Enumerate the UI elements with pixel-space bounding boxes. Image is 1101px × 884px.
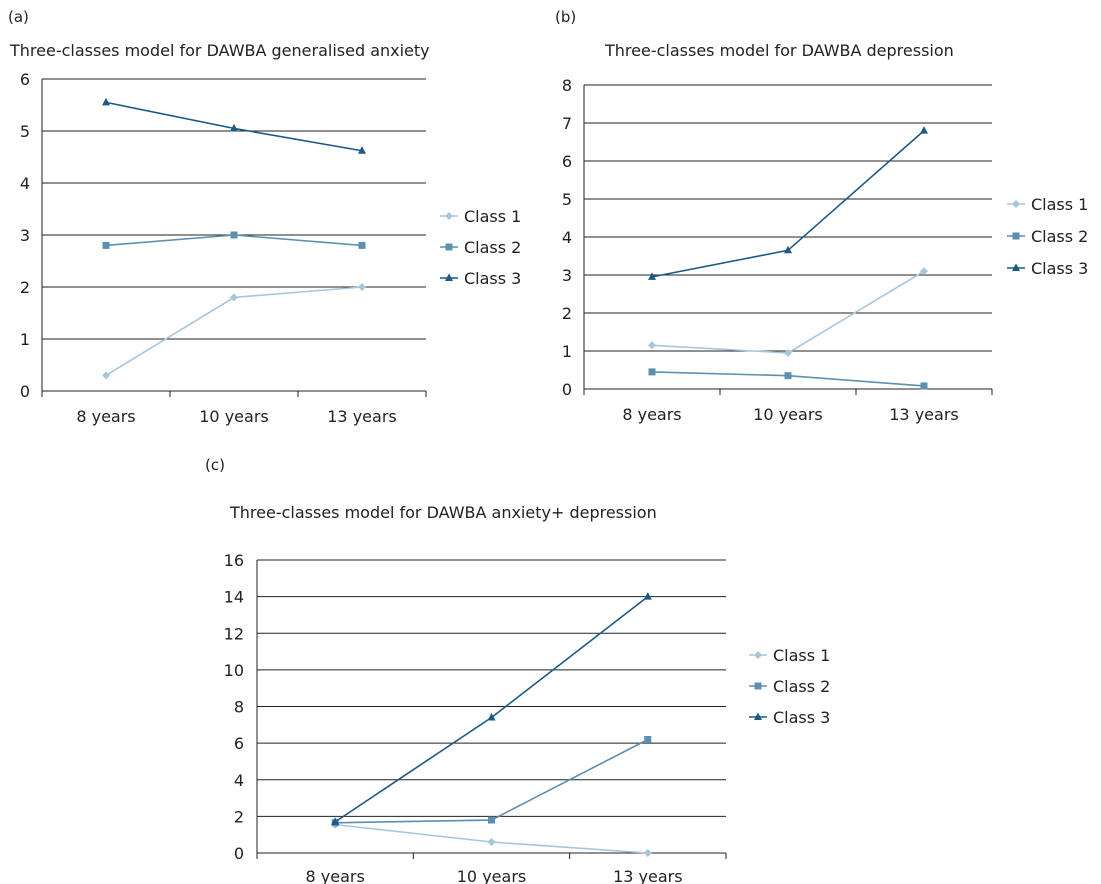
x-tick-label: 8 years xyxy=(622,405,681,424)
data-point-class-2 xyxy=(102,241,110,249)
panel-a-letter: (a) xyxy=(8,8,29,26)
data-point-class-1 xyxy=(102,371,110,380)
y-tick-label: 1 xyxy=(20,330,30,349)
legend-marker-class-3 xyxy=(1012,263,1020,271)
legend-marker-class-2 xyxy=(445,243,453,251)
panel-b-letter: (b) xyxy=(555,8,576,26)
panel-c-plot: 0 2 4 6 8 10 12 14 16 8 years 10 years 13 years Clas… xyxy=(224,551,831,884)
data-point-class-1 xyxy=(487,838,496,847)
legend-label-class-3: Class 3 xyxy=(464,269,521,288)
y-tick-label: 1 xyxy=(562,342,572,361)
y-tick-label: 6 xyxy=(562,152,572,171)
x-tick-label: 13 years xyxy=(613,867,682,884)
y-tick-label: 16 xyxy=(224,551,244,570)
y-tick-label: 5 xyxy=(562,190,572,209)
legend-label-class-1: Class 1 xyxy=(773,646,830,665)
data-point-class-3 xyxy=(331,817,340,825)
y-tick-label: 12 xyxy=(224,624,244,643)
data-point-class-1 xyxy=(358,283,366,291)
data-point-class-1 xyxy=(784,348,792,357)
y-tick-label: 14 xyxy=(224,588,244,607)
legend-label-class-2: Class 2 xyxy=(1031,227,1088,246)
series-line-class-3 xyxy=(334,595,649,823)
y-tick-label: 2 xyxy=(234,807,244,826)
legend-label-class-2: Class 2 xyxy=(773,677,830,696)
legend-label-class-2: Class 2 xyxy=(464,238,521,257)
series-line-class-1 xyxy=(651,270,925,354)
y-tick-label: 4 xyxy=(562,228,572,247)
panel-c-letter: (c) xyxy=(205,456,225,474)
y-tick-label: 4 xyxy=(20,174,30,193)
series-line-class-3 xyxy=(651,129,925,278)
panel-b: (b) Three-classes model for DAWBA depres… xyxy=(555,8,1088,424)
legend-label-class-3: Class 3 xyxy=(773,708,830,727)
data-point-class-2 xyxy=(644,735,652,743)
legend-marker-class-1 xyxy=(445,212,453,220)
legend-marker-class-1 xyxy=(1012,200,1020,208)
data-point-class-3 xyxy=(230,123,238,132)
y-tick-label: 0 xyxy=(562,380,572,399)
y-tick-label: 4 xyxy=(234,771,244,790)
data-point-class-3 xyxy=(643,592,652,600)
data-point-class-2 xyxy=(784,372,792,380)
legend-marker-class-3 xyxy=(754,712,762,720)
legend-label-class-3: Class 3 xyxy=(1031,259,1088,278)
legend-label-class-1: Class 1 xyxy=(464,207,521,226)
data-point-class-3 xyxy=(920,126,928,134)
y-tick-label: 2 xyxy=(20,278,30,297)
x-tick-label: 10 years xyxy=(457,867,526,884)
data-point-class-3 xyxy=(784,245,792,254)
y-tick-label: 5 xyxy=(20,122,30,141)
x-tick-label: 8 years xyxy=(306,867,365,884)
y-tick-label: 7 xyxy=(562,114,572,133)
legend-marker-class-2 xyxy=(1012,232,1020,240)
panel-a-title: Three-classes model for DAWBA generalise… xyxy=(9,41,430,60)
y-tick-label: 3 xyxy=(562,266,572,285)
y-tick-label: 8 xyxy=(234,698,244,717)
data-point-class-3 xyxy=(102,97,110,106)
data-point-class-1 xyxy=(230,293,238,302)
y-tick-label: 3 xyxy=(20,226,30,245)
data-point-class-3 xyxy=(358,146,366,154)
y-tick-label: 10 xyxy=(224,661,244,680)
data-point-class-1 xyxy=(648,341,656,350)
data-point-class-2 xyxy=(358,241,366,249)
y-tick-label: 0 xyxy=(20,382,30,401)
x-tick-label: 10 years xyxy=(753,405,822,424)
data-point-class-1 xyxy=(920,267,928,276)
y-tick-label: 6 xyxy=(234,734,244,753)
legend-label-class-1: Class 1 xyxy=(1031,195,1088,214)
data-point-class-2 xyxy=(230,231,238,239)
data-point-class-1 xyxy=(643,849,652,857)
panel-c-title: Three-classes model for DAWBA anxiety+ d… xyxy=(229,503,657,522)
panel-a-plot: 0 1 2 3 4 5 6 8 years 10 years 13 years Class 1 Cla… xyxy=(20,70,522,426)
legend-marker-class-3 xyxy=(445,273,453,281)
x-tick-label: 10 years xyxy=(199,407,268,426)
panel-b-title: Three-classes model for DAWBA depression xyxy=(604,41,954,60)
data-point-class-2 xyxy=(648,368,656,376)
data-point-class-2 xyxy=(488,816,495,824)
data-point-class-3 xyxy=(648,272,656,280)
legend-marker-class-1 xyxy=(754,651,762,659)
y-tick-label: 2 xyxy=(562,304,572,323)
series-line-class-2 xyxy=(335,738,649,824)
y-tick-label: 6 xyxy=(20,70,30,89)
data-point-class-3 xyxy=(487,712,496,721)
x-tick-label: 13 years xyxy=(889,405,958,424)
y-tick-label: 8 xyxy=(562,76,572,95)
panel-c: (c) Three-classes model for DAWBA anxiet… xyxy=(205,456,830,884)
legend-marker-class-2 xyxy=(754,682,762,690)
x-tick-label: 8 years xyxy=(76,407,135,426)
y-tick-label: 0 xyxy=(234,844,244,863)
data-point-class-2 xyxy=(920,382,928,390)
x-tick-label: 13 years xyxy=(327,407,396,426)
panel-a: (a) Three-classes model for DAWBA genera… xyxy=(8,8,521,426)
panel-b-plot: 0 1 2 3 4 5 6 7 8 8 years 10 years 13 years Class 1 C… xyxy=(562,76,1089,424)
